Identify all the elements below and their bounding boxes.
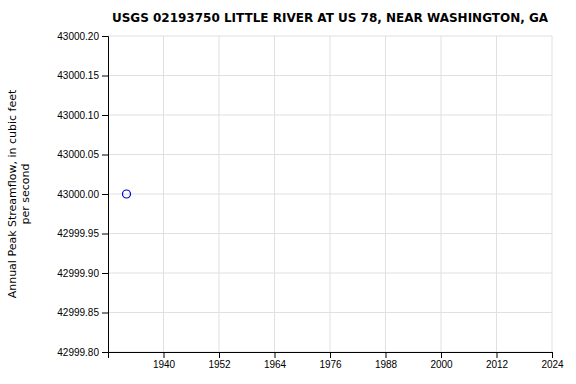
- tick-label: 2000: [430, 359, 453, 370]
- tick-label: 42999.85: [57, 307, 99, 318]
- tick-mark: [102, 352, 108, 353]
- grid-line: [108, 273, 552, 274]
- tick-label: 43000.05: [57, 149, 99, 160]
- grid-line: [108, 233, 552, 234]
- chart: 1940 1952 1964 1976 1988 2000 2012 2024 42999.80…: [0, 0, 576, 384]
- tick-mark: [497, 352, 498, 358]
- tick-mark: [102, 273, 108, 274]
- tick-mark: [441, 352, 442, 358]
- tick-mark: [102, 36, 108, 37]
- tick: 1964: [264, 352, 287, 370]
- tick-label: 43000.15: [57, 70, 99, 81]
- tick-label: 42999.95: [57, 228, 99, 239]
- tick-label: 42999.90: [57, 268, 99, 279]
- plot-area: 1940 1952 1964 1976 1988 2000 2012 2024 42999.80…: [57, 31, 564, 370]
- grid-line: [108, 154, 552, 155]
- tick-label: 1976: [319, 359, 342, 370]
- grid: [108, 36, 552, 352]
- tick-label: 1964: [264, 359, 287, 370]
- tick-label: 43000.20: [57, 31, 99, 42]
- tick-label: 42999.80: [57, 347, 99, 358]
- tick-mark: [102, 194, 108, 195]
- grid-line: [108, 115, 552, 116]
- tick-label: 43000.10: [57, 110, 99, 121]
- tick-mark: [102, 155, 108, 156]
- tick: 2024: [541, 352, 564, 370]
- tick-label: 2024: [541, 359, 564, 370]
- tick-mark: [102, 115, 108, 116]
- axis-line: [102, 37, 109, 353]
- tick-mark: [219, 352, 220, 358]
- tick: 43000.00: [57, 189, 108, 200]
- tick-label: 43000.00: [57, 189, 99, 200]
- tick-label: 2012: [486, 359, 509, 370]
- tick: 42999.90: [57, 268, 108, 279]
- x-axis: 1940 1952 1964 1976 1988 2000 2012 2024: [109, 352, 565, 370]
- tick-mark: [552, 352, 553, 358]
- y-axis-title: Annual Peak Streamflow, in cubic feetper…: [6, 89, 32, 298]
- grid-line: [108, 194, 552, 195]
- tick: 1952: [208, 352, 231, 370]
- tick: 2012: [486, 352, 509, 370]
- tick-label: 1988: [375, 359, 398, 370]
- tick-mark: [102, 76, 108, 77]
- tick: 42999.85: [57, 307, 108, 318]
- title: USGS 02193750 LITTLE RIVER AT US 78, NEA…: [112, 11, 549, 25]
- axis-line: [109, 353, 553, 359]
- grid-line: [108, 312, 552, 313]
- tick: 1988: [375, 352, 398, 370]
- y-axis: 42999.80 42999.85 42999.90 42999.95 43000.00…: [57, 31, 108, 358]
- tick: 42999.95: [57, 228, 108, 239]
- tick-label: 1952: [208, 359, 231, 370]
- tick-mark: [330, 352, 331, 358]
- tick: 43000.10: [57, 110, 108, 121]
- grid-line: [108, 75, 552, 76]
- point: [123, 190, 131, 198]
- tick-mark: [164, 352, 165, 358]
- tick-mark: [102, 234, 108, 235]
- tick: 42999.80: [57, 347, 108, 358]
- tick: 1976: [319, 352, 342, 370]
- tick: 43000.20: [57, 31, 108, 42]
- grid-line: [108, 36, 552, 37]
- points: [123, 190, 131, 198]
- tick: 43000.15: [57, 70, 108, 81]
- tick: 2000: [430, 352, 453, 370]
- tick-label: 1940: [153, 359, 176, 370]
- tick-mark: [102, 313, 108, 314]
- tick: 1940: [153, 352, 176, 370]
- tick: 43000.05: [57, 149, 108, 160]
- tick-mark: [275, 352, 276, 358]
- tick-mark: [386, 352, 387, 358]
